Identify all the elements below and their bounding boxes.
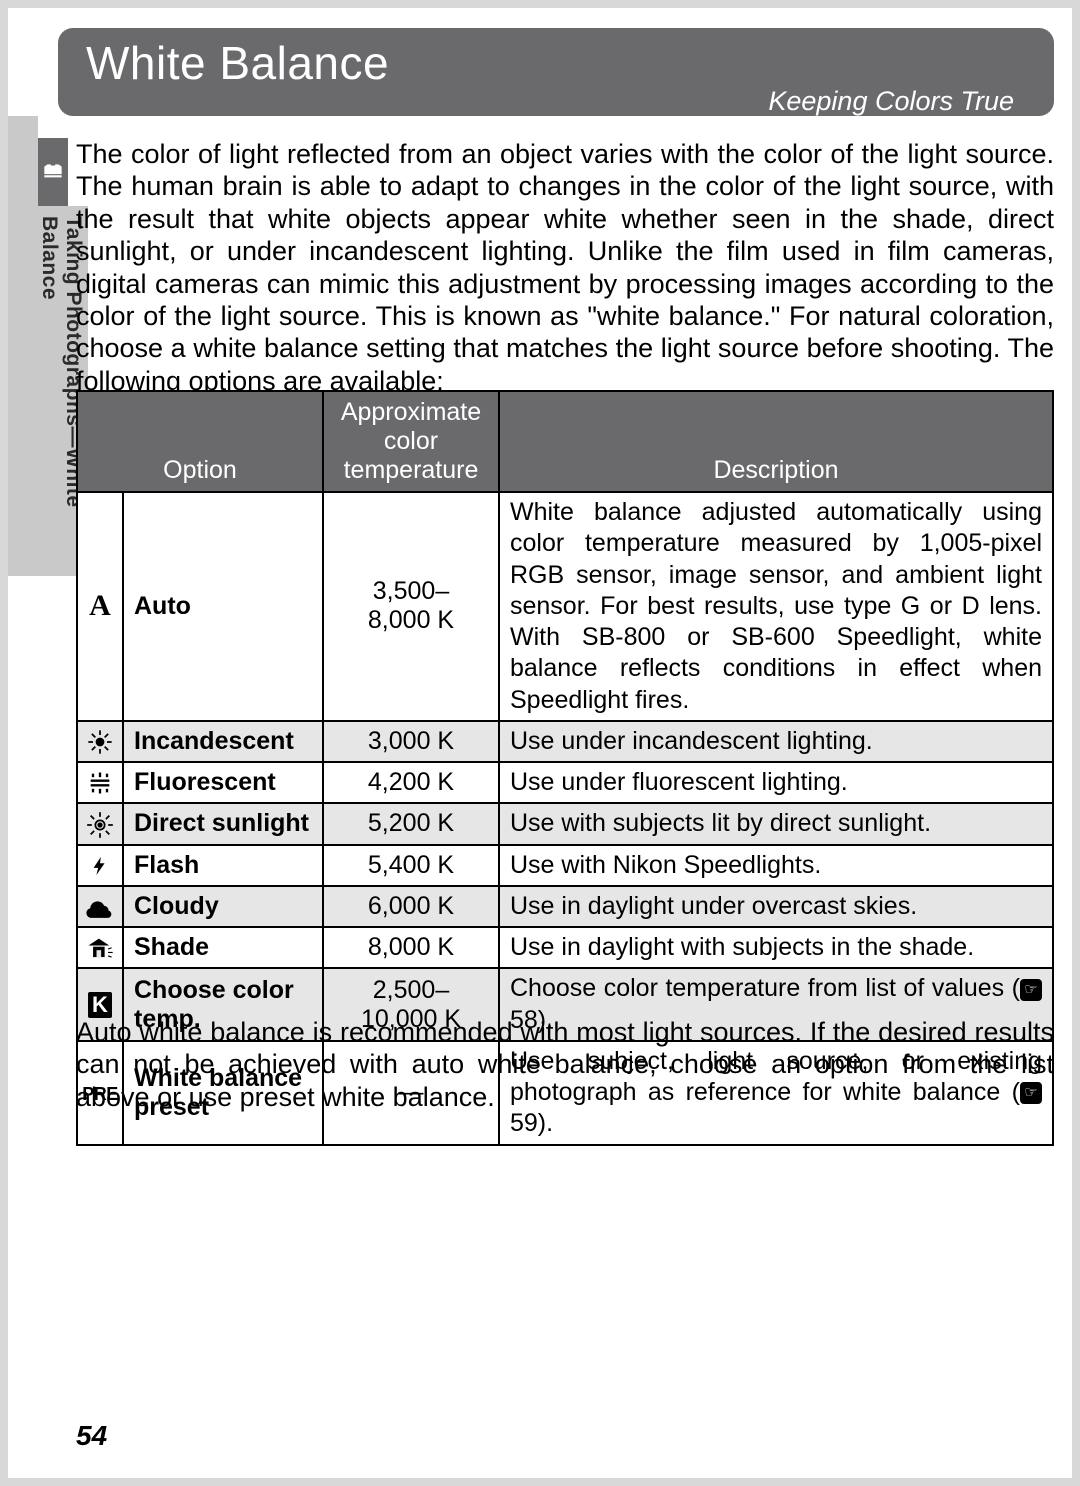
option-name: Incandescent <box>123 721 323 762</box>
color-temperature: 6,000 K <box>323 886 499 927</box>
header-temp: Approximate color temperature <box>323 391 499 492</box>
fluorescent-icon <box>77 762 123 803</box>
table-row: Direct sunlight5,200 KUse with subjects … <box>77 803 1053 844</box>
auto-icon: A <box>77 492 123 721</box>
table-header-row: Option Approximate color temperature Des… <box>77 391 1053 492</box>
title-block: White Balance Keeping Colors True <box>58 28 1054 116</box>
page-title: White Balance <box>86 36 1026 90</box>
table-row: Fluorescent4,200 KUse under fluorescent … <box>77 762 1053 803</box>
color-temperature: 8,000 K <box>323 927 499 968</box>
header-desc: Description <box>499 391 1053 492</box>
option-name: Cloudy <box>123 886 323 927</box>
table-row: Shade8,000 KUse in daylight with subject… <box>77 927 1053 968</box>
camera-icon <box>40 159 66 185</box>
color-temperature: 4,200 K <box>323 762 499 803</box>
manual-page: White Balance Keeping Colors True Taking… <box>8 8 1072 1478</box>
incandescent-icon <box>77 721 123 762</box>
page-number: 54 <box>76 1420 107 1452</box>
option-name: Fluorescent <box>123 762 323 803</box>
table-row: Flash5,400 KUse with Nikon Speedlights. <box>77 845 1053 886</box>
cloudy-icon <box>77 886 123 927</box>
page-subtitle: Keeping Colors True <box>86 86 1014 117</box>
header-option: Option <box>77 391 323 492</box>
table-row: Incandescent3,000 KUse under incandescen… <box>77 721 1053 762</box>
option-name: Auto <box>123 492 323 721</box>
option-description: Use in daylight with subjects in the sha… <box>499 927 1053 968</box>
flash-icon <box>77 845 123 886</box>
color-temperature: 5,200 K <box>323 803 499 844</box>
sidebar-icon-box <box>38 138 68 206</box>
footer-paragraph: Auto white balance is recommended with m… <box>76 1016 1054 1113</box>
option-description: Use with subjects lit by direct sunlight… <box>499 803 1053 844</box>
option-description: Use in daylight under overcast skies. <box>499 886 1053 927</box>
page-ref-icon: ☞ <box>1020 979 1042 1001</box>
option-description: Use under incandescent lighting. <box>499 721 1053 762</box>
color-temperature: 3,500–8,000 K <box>323 492 499 721</box>
sunlight-icon <box>77 803 123 844</box>
option-description: Use under fluorescent lighting. <box>499 762 1053 803</box>
option-name: Direct sunlight <box>123 803 323 844</box>
option-name: Shade <box>123 927 323 968</box>
table-row: Cloudy6,000 KUse in daylight under overc… <box>77 886 1053 927</box>
option-description: White balance adjusted automatically usi… <box>499 492 1053 721</box>
shade-icon <box>77 927 123 968</box>
color-temperature: 5,400 K <box>323 845 499 886</box>
color-temperature: 3,000 K <box>323 721 499 762</box>
intro-paragraph: The color of light reflected from an obj… <box>76 138 1054 397</box>
table-row: AAuto3,500–8,000 KWhite balance adjusted… <box>77 492 1053 721</box>
option-description: Use with Nikon Speedlights. <box>499 845 1053 886</box>
option-name: Flash <box>123 845 323 886</box>
